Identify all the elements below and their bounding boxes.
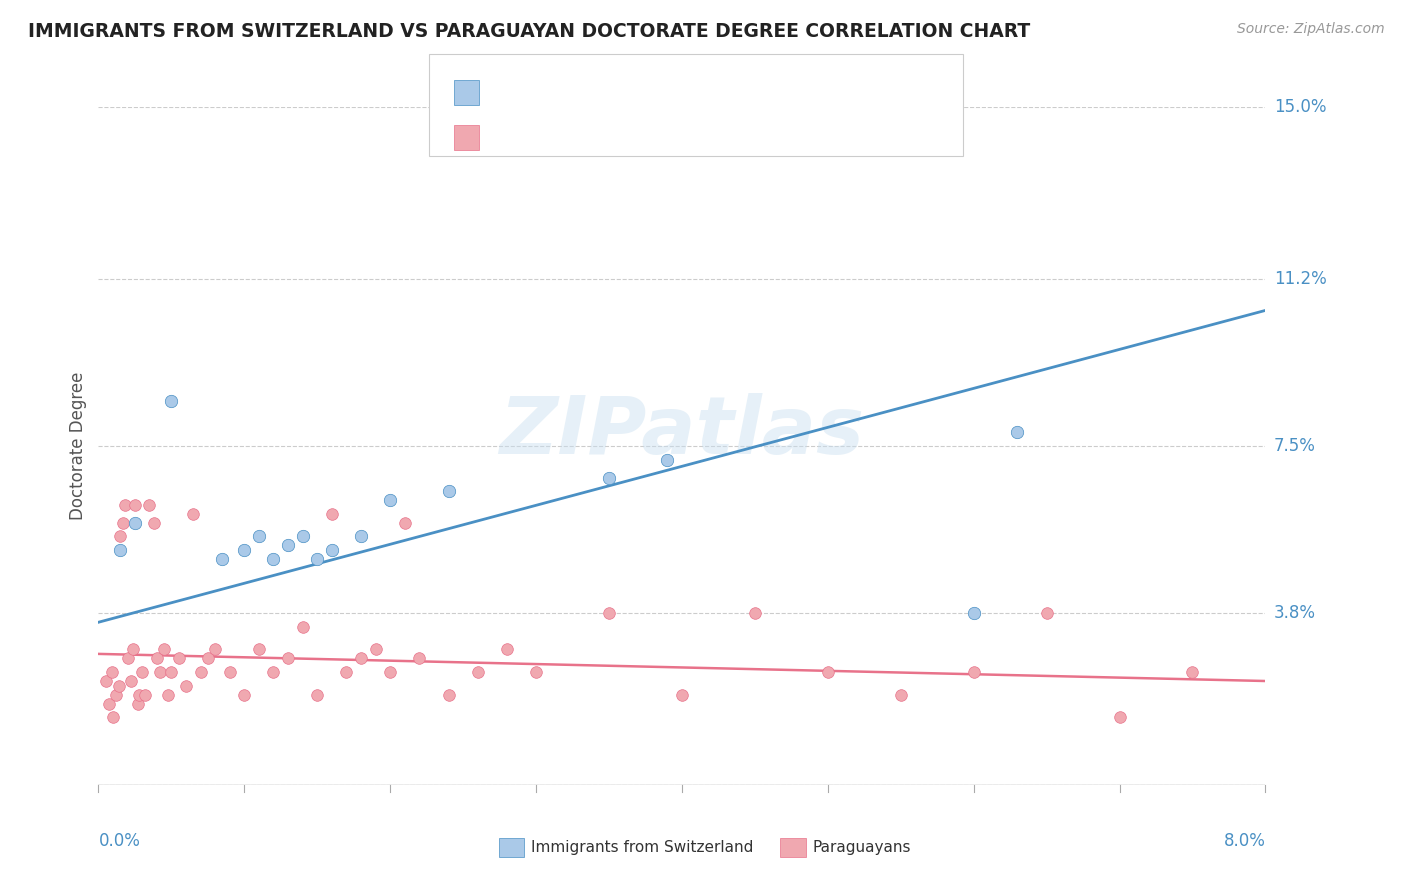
Point: [364, 642, 387, 657]
Point: [962, 665, 984, 679]
Text: IMMIGRANTS FROM SWITZERLAND VS PARAGUAYAN DOCTORATE DEGREE CORRELATION CHART: IMMIGRANTS FROM SWITZERLAND VS PARAGUAYA…: [28, 22, 1031, 41]
Text: Immigrants from Switzerland: Immigrants from Switzerland: [531, 840, 754, 855]
Point: [138, 498, 160, 512]
Point: [307, 552, 329, 566]
Point: [110, 543, 132, 558]
Point: [335, 665, 357, 679]
Point: [122, 642, 145, 657]
Point: [467, 665, 489, 679]
Point: [127, 697, 149, 711]
Point: [437, 484, 460, 499]
Point: [146, 651, 169, 665]
Point: [262, 665, 284, 679]
Text: R = -0.048: R = -0.048: [494, 128, 591, 146]
Point: [671, 688, 693, 702]
Point: [167, 651, 190, 665]
Text: 15.0%: 15.0%: [1274, 98, 1326, 116]
Point: [233, 543, 256, 558]
Text: Source: ZipAtlas.com: Source: ZipAtlas.com: [1237, 22, 1385, 37]
Point: [128, 688, 150, 702]
Point: [1007, 425, 1029, 440]
Point: [190, 665, 212, 679]
Point: [160, 393, 183, 408]
Point: [94, 673, 117, 688]
Point: [598, 606, 620, 620]
Point: [108, 679, 131, 693]
Point: [233, 688, 256, 702]
Point: [291, 529, 314, 543]
Point: [890, 688, 912, 702]
Point: [131, 665, 153, 679]
Point: [744, 606, 766, 620]
Point: [101, 710, 124, 724]
Point: [134, 688, 156, 702]
Point: [204, 642, 226, 657]
Point: [380, 665, 402, 679]
Text: 7.5%: 7.5%: [1274, 437, 1316, 455]
Text: 3.8%: 3.8%: [1274, 604, 1316, 623]
Text: ZIPatlas: ZIPatlas: [499, 393, 865, 472]
Point: [408, 651, 430, 665]
Point: [307, 688, 329, 702]
Point: [149, 665, 172, 679]
Point: [160, 665, 183, 679]
Point: [211, 552, 233, 566]
Point: [124, 498, 146, 512]
Point: [247, 642, 270, 657]
Point: [394, 516, 416, 530]
Text: 8.0%: 8.0%: [1223, 832, 1265, 850]
Point: [350, 651, 373, 665]
Y-axis label: Doctorate Degree: Doctorate Degree: [69, 372, 87, 520]
Point: [657, 452, 679, 467]
Point: [97, 697, 120, 711]
Point: [181, 507, 204, 521]
Point: [110, 529, 132, 543]
Point: [124, 516, 146, 530]
Point: [112, 516, 135, 530]
Point: [380, 493, 402, 508]
Point: [174, 679, 197, 693]
Point: [291, 620, 314, 634]
Text: 11.2%: 11.2%: [1274, 269, 1326, 288]
Point: [1108, 710, 1130, 724]
Point: [157, 688, 180, 702]
Point: [437, 688, 460, 702]
Point: [598, 470, 620, 484]
Point: [262, 552, 284, 566]
Text: Paraguayans: Paraguayans: [813, 840, 911, 855]
Text: N = 57: N = 57: [869, 128, 932, 146]
Text: R =  0.429: R = 0.429: [494, 84, 589, 102]
Point: [247, 529, 270, 543]
Point: [153, 642, 176, 657]
Point: [117, 651, 139, 665]
Point: [321, 507, 343, 521]
Point: [496, 642, 519, 657]
Point: [1035, 606, 1057, 620]
Point: [120, 673, 142, 688]
Point: [114, 498, 136, 512]
Point: [1181, 665, 1204, 679]
Point: [321, 543, 343, 558]
Point: [962, 606, 984, 620]
Point: [197, 651, 219, 665]
Point: [142, 516, 165, 530]
Text: 0.0%: 0.0%: [98, 832, 141, 850]
Point: [277, 651, 299, 665]
Point: [817, 665, 839, 679]
Point: [277, 538, 299, 552]
Point: [524, 665, 547, 679]
Text: N = 18: N = 18: [869, 84, 932, 102]
Point: [218, 665, 240, 679]
Point: [104, 688, 127, 702]
Point: [100, 665, 122, 679]
Point: [350, 529, 373, 543]
